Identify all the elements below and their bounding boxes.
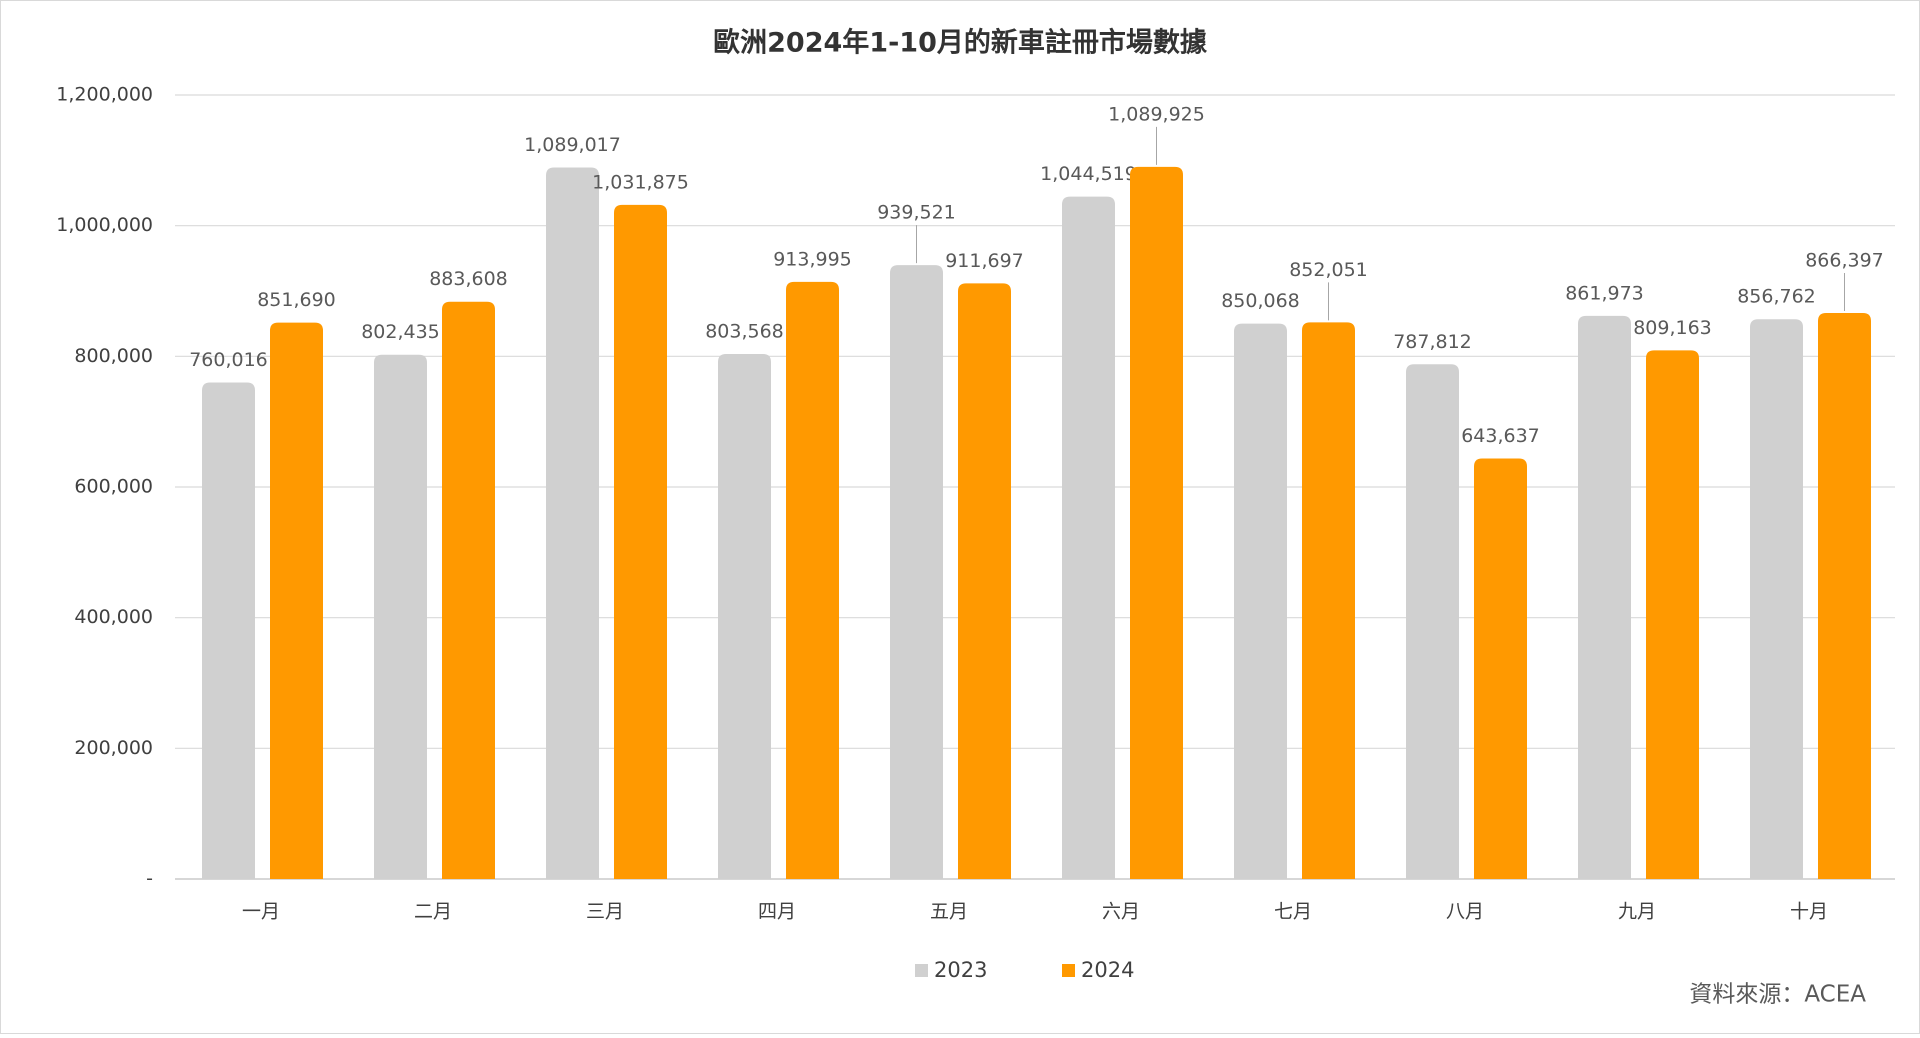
y-tick-label: 600,000: [74, 476, 153, 498]
value-label: 643,637: [1461, 425, 1540, 447]
value-label: 1,089,925: [1108, 103, 1205, 125]
bar: [1406, 364, 1459, 880]
value-label: 787,812: [1393, 331, 1472, 353]
bar: [374, 354, 427, 880]
bar: [1578, 315, 1631, 879]
bar: [1302, 322, 1355, 880]
value-label: 866,397: [1805, 249, 1884, 271]
legend-swatch: [1062, 964, 1075, 977]
y-tick-label: 400,000: [74, 606, 153, 628]
chart-title: 歐洲2024年1-10月的新車註冊市場數據: [713, 27, 1208, 59]
bar: [546, 167, 599, 879]
x-tick-label: 二月: [414, 901, 452, 923]
bar: [614, 204, 667, 879]
value-label: 883,608: [429, 268, 508, 290]
value-label: 939,521: [877, 202, 956, 224]
bar: [1750, 319, 1803, 879]
bar: [1130, 166, 1183, 880]
legend-label: 2023: [934, 958, 987, 982]
value-label: 913,995: [773, 248, 852, 270]
value-label: 1,044,519: [1040, 163, 1137, 185]
x-tick-label: 三月: [586, 901, 624, 923]
bar: [958, 283, 1011, 879]
source-note: 資料來源：ACEA: [1689, 982, 1866, 1008]
bar: [1474, 458, 1527, 879]
bar: [1818, 312, 1871, 879]
value-label: 1,089,017: [524, 134, 621, 156]
x-tick-label: 七月: [1274, 901, 1312, 923]
x-tick-label: 九月: [1618, 901, 1656, 923]
bar: [442, 301, 495, 879]
value-label: 911,697: [945, 250, 1024, 272]
value-label: 852,051: [1289, 259, 1368, 281]
y-tick-label: -: [146, 868, 153, 890]
x-tick-label: 一月: [242, 901, 280, 923]
value-label: 760,016: [189, 349, 268, 371]
bar: [1062, 196, 1115, 879]
y-tick-label: 1,200,000: [56, 84, 153, 106]
y-tick-label: 800,000: [74, 345, 153, 367]
value-label: 1,031,875: [592, 171, 689, 193]
x-tick-label: 六月: [1102, 901, 1140, 923]
value-label: 802,435: [361, 321, 440, 343]
value-label: 809,163: [1633, 317, 1712, 339]
legend-label: 2024: [1081, 958, 1134, 982]
value-label: 861,973: [1565, 282, 1644, 304]
value-label: 851,690: [257, 289, 336, 311]
legend-swatch: [915, 964, 928, 977]
value-label: 803,568: [705, 321, 784, 343]
x-tick-label: 八月: [1446, 901, 1484, 923]
y-tick-label: 1,000,000: [56, 214, 153, 236]
x-tick-label: 五月: [930, 901, 968, 923]
bar: [890, 265, 943, 879]
x-tick-label: 四月: [758, 901, 796, 923]
bar: [270, 322, 323, 880]
bar: [718, 354, 771, 880]
bar: [1234, 323, 1287, 879]
value-label: 850,068: [1221, 290, 1300, 312]
bar: [1646, 350, 1699, 880]
value-label: 856,762: [1737, 286, 1816, 308]
bar: [202, 382, 255, 879]
x-tick-label: 十月: [1790, 901, 1828, 923]
y-tick-label: 200,000: [74, 737, 153, 759]
bar: [786, 281, 839, 880]
